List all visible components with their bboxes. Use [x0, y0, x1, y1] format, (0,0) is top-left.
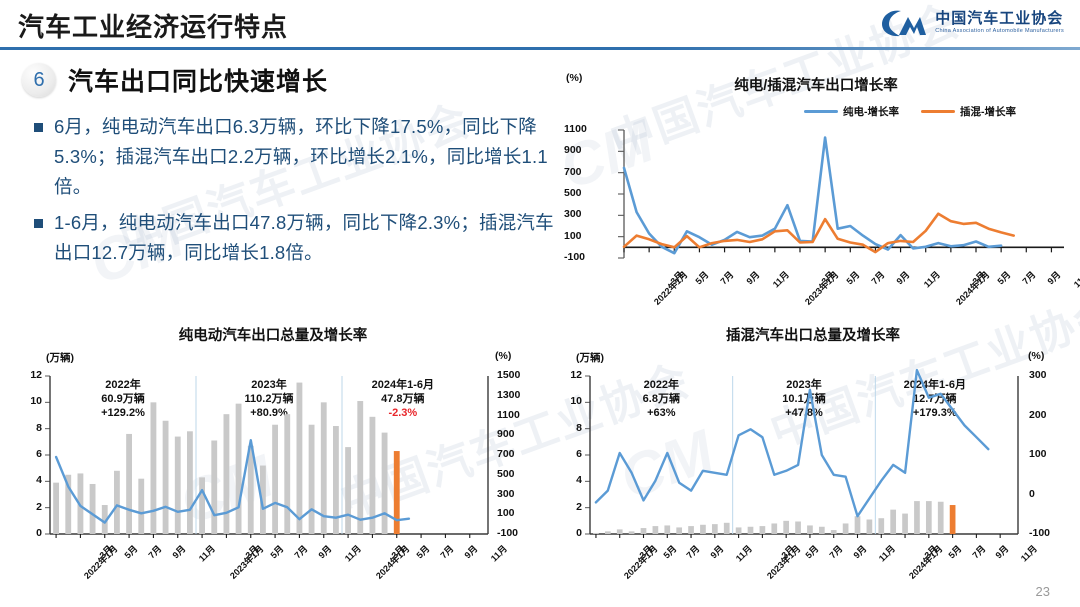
logo-chinese-name: 中国汽车工业协会 [935, 10, 1064, 28]
axis-tick-label: 700 [497, 448, 515, 460]
axis-tick-label: 1100 [564, 123, 587, 135]
axis-tick-label: 1300 [497, 388, 521, 401]
axis-tick-label: 700 [564, 165, 582, 178]
legend-label: 插混-增长率 [960, 106, 1016, 118]
section-heading: 6 汽车出口同比快速增长 [22, 62, 328, 98]
year-summary-annotation: 2024年1-6月 47.8万辆 -2.3% [343, 378, 463, 420]
annotation-growth: -2.3% [388, 407, 418, 420]
section-number-badge: 6 [22, 63, 56, 97]
chart-title: 插混汽车出口总量及增长率 [726, 328, 900, 344]
page-number: 23 [1035, 584, 1050, 599]
annotation-year: 2023年 [251, 379, 287, 391]
axis-tick-label: 2 [36, 500, 42, 513]
chart-plot-area [45, 375, 489, 538]
caam-logo: 中国汽车工业协会 China Association of Automobile… [881, 8, 1064, 38]
legend-line-swatch [804, 109, 838, 114]
axis-tick-label: 4 [36, 474, 42, 487]
axis-tick-label: -100 [564, 251, 586, 263]
logo-english-name: China Association of Automobile Manufact… [935, 27, 1064, 34]
section-title: 汽车出口同比快速增长 [68, 68, 329, 96]
axis-tick-label: 2 [576, 500, 582, 513]
y-axis-right-unit: (%) [495, 350, 512, 362]
list-item: 1-6月，纯电动汽车出口47.8万辆，同比下降2.3%；插混汽车出口12.7万辆… [34, 208, 554, 268]
bev-export-chart: 纯电动汽车出口总量及增长率 (万辆) (%) 12 10 8 6 4 2 0 1500 130… [8, 322, 540, 602]
bullet-text: 6月，纯电动汽车出口6.3万辆，环比下降17.5%，同比下降5.3%；插混汽车出… [54, 116, 548, 197]
axis-tick-label: 300 [564, 208, 582, 221]
axis-tick-label: 6 [36, 448, 42, 460]
annotation-year: 2022年 [643, 379, 680, 391]
axis-tick-label: 100 [564, 229, 582, 242]
legend-item-bev: 纯电-增长率 [804, 104, 899, 119]
bullet-square-icon [34, 218, 43, 228]
chart-title: 纯电动汽车出口总量及增长率 [178, 328, 368, 344]
axis-tick-label: 10 [30, 395, 42, 408]
axis-tick-label: 1100 [497, 408, 520, 421]
annotation-year: 2022年 [105, 379, 141, 391]
annotation-growth: +129.2% [101, 407, 145, 420]
y-axis-right-unit: (%) [1028, 350, 1045, 362]
annotation-growth: +63% [647, 407, 676, 420]
annotation-volume: 47.8万辆 [381, 393, 425, 406]
bullet-list: 6月，纯电动汽车出口6.3万辆，环比下降17.5%，同比下降5.3%；插混汽车出… [34, 112, 554, 274]
caam-logo-icon [881, 8, 927, 38]
axis-tick-label: 0 [36, 527, 42, 539]
axis-tick-label: 8 [576, 421, 582, 434]
annotation-volume: 60.9万辆 [101, 393, 145, 406]
axis-tick-label: 0 [576, 527, 582, 539]
axis-tick-label: 12 [30, 369, 42, 381]
annotation-volume: 110.2万辆 [244, 393, 294, 406]
page-header: 汽车工业经济运行特点 中国汽车工业协会 China Association of… [0, 0, 1080, 52]
phev-export-chart: 插混汽车出口总量及增长率 (万辆) (%) 12 10 8 6 4 2 0 300 200 10… [548, 322, 1080, 602]
y-axis-unit: (%) [566, 72, 583, 84]
axis-tick-label: 1500 [497, 369, 521, 381]
y-axis-left-unit: (万辆) [576, 352, 604, 364]
list-item: 6月，纯电动汽车出口6.3万辆，环比下降17.5%，同比下降5.3%；插混汽车出… [34, 112, 554, 202]
bullet-square-icon [34, 123, 43, 132]
year-summary-annotation: 2022年 60.9万辆 +129.2% [63, 378, 183, 420]
annotation-volume: 6.8万辆 [642, 393, 680, 406]
annotation-volume: 10.1万辆 [782, 393, 826, 406]
growth-rate-chart: 纯电/插混汽车出口增长率 (%) 纯电-增长率 插混-增长率 1100 900 70… [556, 62, 1080, 310]
axis-tick-label: 100 [1029, 448, 1047, 460]
axis-tick-label: 200 [1029, 408, 1047, 421]
annotation-growth: +179.3% [912, 407, 957, 420]
y-axis-left-unit: (万辆) [46, 352, 74, 364]
legend-item-phev: 插混-增长率 [921, 104, 1016, 119]
chart-plot-area [618, 129, 1064, 259]
axis-tick-label: 6 [576, 448, 582, 460]
header-divider [0, 47, 1080, 50]
legend-line-swatch [921, 109, 955, 114]
axis-tick-label: 500 [564, 187, 582, 199]
chart-legend: 纯电-增长率 插混-增长率 [804, 104, 1016, 119]
chart-plot-area [585, 368, 1019, 538]
year-summary-annotation: 2022年 6.8万辆 +63% [601, 378, 721, 420]
bullet-text: 1-6月，纯电动汽车出口47.8万辆，同比下降2.3%；插混汽车出口12.7万辆… [54, 211, 554, 263]
annotation-growth: +80.9% [250, 407, 288, 420]
year-summary-annotation: 2023年 110.2万辆 +80.9% [209, 378, 329, 420]
legend-label: 纯电-增长率 [843, 106, 899, 118]
axis-tick-label: 10 [570, 395, 582, 408]
annotation-year: 2023年 [786, 379, 822, 391]
axis-tick-label: 12 [570, 369, 582, 381]
axis-tick-label: 500 [497, 467, 515, 480]
axis-tick-label: 900 [497, 428, 515, 441]
axis-tick-label: 900 [564, 144, 582, 157]
page-title: 汽车工业经济运行特点 [18, 12, 289, 42]
axis-tick-label: 0 [1029, 487, 1035, 500]
axis-tick-label: 100 [497, 507, 515, 520]
axis-tick-label: -100 [1029, 527, 1051, 539]
axis-tick-label: 300 [1029, 369, 1047, 381]
axis-tick-label: 300 [497, 487, 515, 500]
annotation-year: 2024年1-6月 [371, 379, 435, 391]
axis-tick-label: -100 [497, 527, 519, 539]
caam-logo-text: 中国汽车工业协会 China Association of Automobile… [935, 11, 1064, 35]
axis-tick-label: 8 [36, 421, 42, 434]
axis-tick-label: 4 [576, 474, 582, 487]
chart-title: 纯电/插混汽车出口增长率 [734, 78, 898, 94]
annotation-year: 2024年1-6月 [903, 379, 966, 391]
